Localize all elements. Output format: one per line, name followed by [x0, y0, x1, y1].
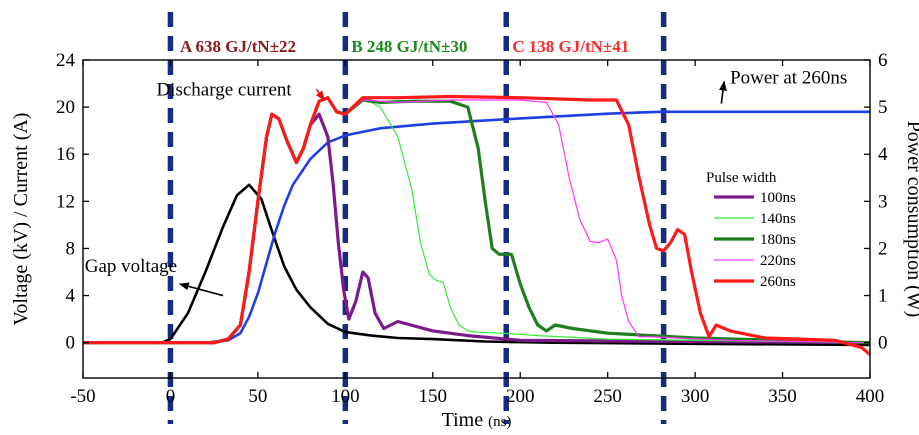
legend: Pulse width 100ns 140ns 180ns 220ns 260ns — [706, 170, 796, 290]
series-line-100ns — [83, 112, 871, 345]
legend-entry-label: 220ns — [760, 253, 796, 269]
annotation-label: Gap voltage — [85, 256, 177, 277]
y-left-tick-label: 24 — [56, 50, 76, 71]
series-line-260ns — [83, 94, 872, 356]
series-line-180ns — [83, 96, 871, 345]
x-axis-title-unit: (ns) — [488, 414, 511, 430]
annotations: Discharge current Gap voltage Power at 260… — [85, 68, 847, 297]
annotation-arrow — [315, 88, 325, 101]
y-left-tick-label: 8 — [66, 238, 76, 259]
region-labels: A 638 GJ/tN±22 B 248 GJ/tN±30 C 138 GJ/tN±… — [180, 37, 629, 56]
region-label: C 138 GJ/tN±41 — [512, 37, 629, 56]
y-right-tick-label: 1 — [878, 286, 888, 307]
y-left-tick-label: 20 — [56, 97, 75, 118]
y-right-tick-label: 5 — [878, 97, 888, 118]
y-left-tick-label: 12 — [56, 191, 75, 212]
region-label: B 248 GJ/tN±30 — [351, 37, 467, 56]
x-tick-label: 150 — [419, 386, 448, 407]
x-tick-label: 300 — [681, 386, 710, 407]
y-axis-right-title: Power consumption (W) — [903, 121, 919, 318]
series-line-140ns — [83, 97, 871, 344]
region-label: A 638 GJ/tN±22 — [180, 37, 296, 56]
x-tick-label: 100 — [331, 386, 360, 407]
region-dividers — [167, 12, 667, 424]
x-tick-label: 250 — [593, 386, 622, 407]
y-right-tick-label: 6 — [878, 50, 888, 71]
legend-entry-label: 180ns — [760, 232, 796, 248]
legend-entry-label: 100ns — [760, 190, 796, 206]
y-right-tick-label: 3 — [878, 191, 888, 212]
x-axis-title: Time (ns) — [442, 409, 512, 431]
y-left-tick-label: 16 — [56, 144, 75, 165]
y-left-tick-label: 4 — [66, 286, 76, 307]
x-tick-label: 50 — [248, 386, 267, 407]
y-right-tick-label: 0 — [878, 333, 888, 354]
annotation-arrow — [719, 80, 727, 104]
legend-title: Pulse width — [706, 170, 777, 186]
x-axis-title-text: Time — [442, 409, 484, 431]
y-right-tick-label: 2 — [878, 238, 888, 259]
legend-entry-label: 140ns — [760, 211, 796, 227]
x-tick-label: 350 — [768, 386, 797, 407]
annotation-label: Discharge current — [156, 79, 292, 100]
x-tick-label: 0 — [166, 386, 176, 407]
x-tick-label: -50 — [70, 386, 95, 407]
series-line-220ns — [83, 97, 871, 344]
series-line-gap-voltage — [83, 183, 871, 347]
x-tick-label: 400 — [856, 386, 885, 407]
axes: -50 0 50 100 150 200 250 300 350 4000481216202401… — [56, 50, 888, 407]
y-axis-left-title: Voltage (kV) / Current (A) — [10, 113, 32, 326]
legend-entry-label: 260ns — [760, 274, 796, 290]
series-lines — [83, 94, 872, 356]
annotation-arrow — [178, 282, 224, 297]
annotation-label: Power at 260ns — [730, 68, 847, 89]
y-right-tick-label: 4 — [878, 144, 888, 165]
y-left-tick-label: 0 — [66, 333, 76, 354]
x-tick-label: 200 — [506, 386, 535, 407]
plot-frame — [82, 59, 871, 379]
series-line-power-at-260ns — [83, 110, 870, 345]
